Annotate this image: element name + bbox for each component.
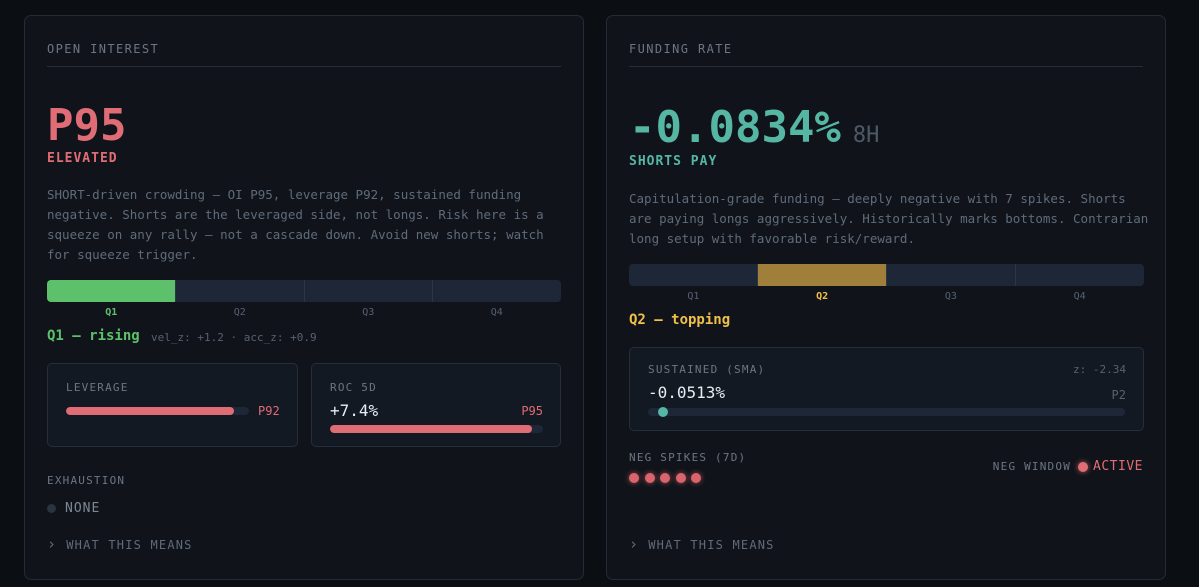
neg-window-status: ACTIVE bbox=[1093, 459, 1143, 474]
neg-window-label: NEG WINDOW bbox=[992, 460, 1072, 473]
quartile-label: Q1 bbox=[687, 291, 700, 302]
leverage-label: LEVERAGE bbox=[66, 381, 129, 394]
sustained-label: SUSTAINED (SMA) bbox=[648, 363, 766, 376]
spike-dot-icon bbox=[691, 473, 701, 483]
leverage-box: LEVERAGE P92 bbox=[47, 363, 298, 447]
sustained-value: -0.0513% bbox=[648, 383, 726, 402]
chevron-right-icon: › bbox=[47, 535, 58, 553]
quartile-label: Q2 bbox=[816, 291, 829, 302]
fr-rate-unit: 8H bbox=[852, 123, 880, 148]
quartile-segment-q3 bbox=[305, 280, 434, 302]
sustained-box: SUSTAINED (SMA) z: -2.34 -0.0513% P2 bbox=[629, 347, 1144, 431]
quartile-label: Q3 bbox=[944, 291, 957, 302]
link-label: WHAT THIS MEANS bbox=[648, 538, 775, 552]
fr-value-row: -0.0834% 8H bbox=[629, 102, 879, 153]
exhaustion-label: EXHAUSTION bbox=[47, 474, 126, 487]
link-label: WHAT THIS MEANS bbox=[66, 538, 193, 552]
what-this-means-link[interactable]: › WHAT THIS MEANS bbox=[629, 535, 775, 553]
quartile-segment-q2 bbox=[758, 264, 887, 286]
spike-dot-icon bbox=[660, 473, 670, 483]
fr-phase-label: Q2 — topping bbox=[629, 312, 731, 328]
spike-dot-icon bbox=[629, 473, 639, 483]
fr-quartile-bar bbox=[629, 264, 1144, 286]
neg-window-indicator: NEG WINDOW ACTIVE bbox=[993, 459, 1143, 474]
sustained-track bbox=[648, 407, 1125, 417]
active-dot-icon bbox=[1078, 461, 1089, 472]
open-interest-card: OPEN INTEREST P95 ELEVATED SHORT-driven … bbox=[24, 15, 584, 580]
title-divider bbox=[629, 66, 1143, 67]
quartile-segment-q4 bbox=[1016, 264, 1144, 286]
exhaustion-status: NONE bbox=[47, 501, 100, 516]
sustained-zscore: z: -2.34 bbox=[1073, 363, 1126, 376]
neg-spikes-dots bbox=[629, 473, 707, 483]
roc-fill bbox=[330, 425, 533, 433]
roc-box: ROC 5D +7.4% P95 bbox=[311, 363, 561, 447]
quartile-label: Q1 bbox=[105, 307, 118, 318]
roc-percentile: P95 bbox=[521, 404, 543, 418]
quartile-segment-q3 bbox=[887, 264, 1016, 286]
neg-spikes-label: NEG SPIKES (7D) bbox=[629, 451, 747, 464]
quartile-label: Q4 bbox=[1073, 291, 1086, 302]
quartile-segment-q4 bbox=[433, 280, 561, 302]
fr-description: Capitulation-grade funding — deeply nega… bbox=[629, 191, 1149, 246]
sustained-marker bbox=[657, 407, 668, 417]
oi-phase-label: Q1 — rising bbox=[47, 328, 140, 344]
leverage-percentile: P92 bbox=[258, 404, 280, 418]
fr-rate-value: -0.0834% bbox=[629, 102, 841, 153]
quartile-segment-q2 bbox=[176, 280, 305, 302]
roc-value: +7.4% bbox=[330, 401, 379, 420]
status-dot-icon bbox=[47, 504, 56, 513]
funding-rate-card: FUNDING RATE -0.0834% 8H SHORTS PAY Capi… bbox=[606, 15, 1166, 580]
oi-status-label: ELEVATED bbox=[47, 151, 118, 166]
oi-quartile-labels: Q1 Q2 Q3 Q4 bbox=[47, 307, 561, 318]
exhaustion-value: NONE bbox=[65, 501, 101, 516]
fr-status-label: SHORTS PAY bbox=[629, 154, 718, 169]
fr-quartile-labels: Q1 Q2 Q3 Q4 bbox=[629, 291, 1144, 302]
roc-track bbox=[330, 425, 543, 433]
quartile-segment-q1 bbox=[629, 264, 758, 286]
oi-velocity-acceleration: vel_z: +1.2 · acc_z: +0.9 bbox=[151, 331, 317, 344]
leverage-track bbox=[66, 407, 249, 415]
oi-description: SHORT-driven crowding — OI P95, leverage… bbox=[47, 187, 544, 262]
spike-dot-icon bbox=[675, 473, 686, 483]
oi-percentile-value: P95 bbox=[47, 100, 127, 151]
sustained-percentile: P2 bbox=[1111, 388, 1126, 402]
oi-quartile-bar bbox=[47, 280, 561, 302]
quartile-segment-q1 bbox=[47, 280, 176, 302]
spike-dot-icon bbox=[644, 473, 655, 483]
roc-label: ROC 5D bbox=[330, 381, 377, 394]
quartile-label: Q2 bbox=[233, 307, 246, 318]
card-title: OPEN INTEREST bbox=[47, 42, 160, 56]
title-divider bbox=[47, 66, 561, 67]
chevron-right-icon: › bbox=[629, 535, 640, 553]
what-this-means-link[interactable]: › WHAT THIS MEANS bbox=[47, 535, 193, 553]
quartile-label: Q4 bbox=[490, 307, 503, 318]
leverage-fill bbox=[66, 407, 235, 415]
card-title: FUNDING RATE bbox=[629, 42, 733, 56]
quartile-label: Q3 bbox=[362, 307, 375, 318]
